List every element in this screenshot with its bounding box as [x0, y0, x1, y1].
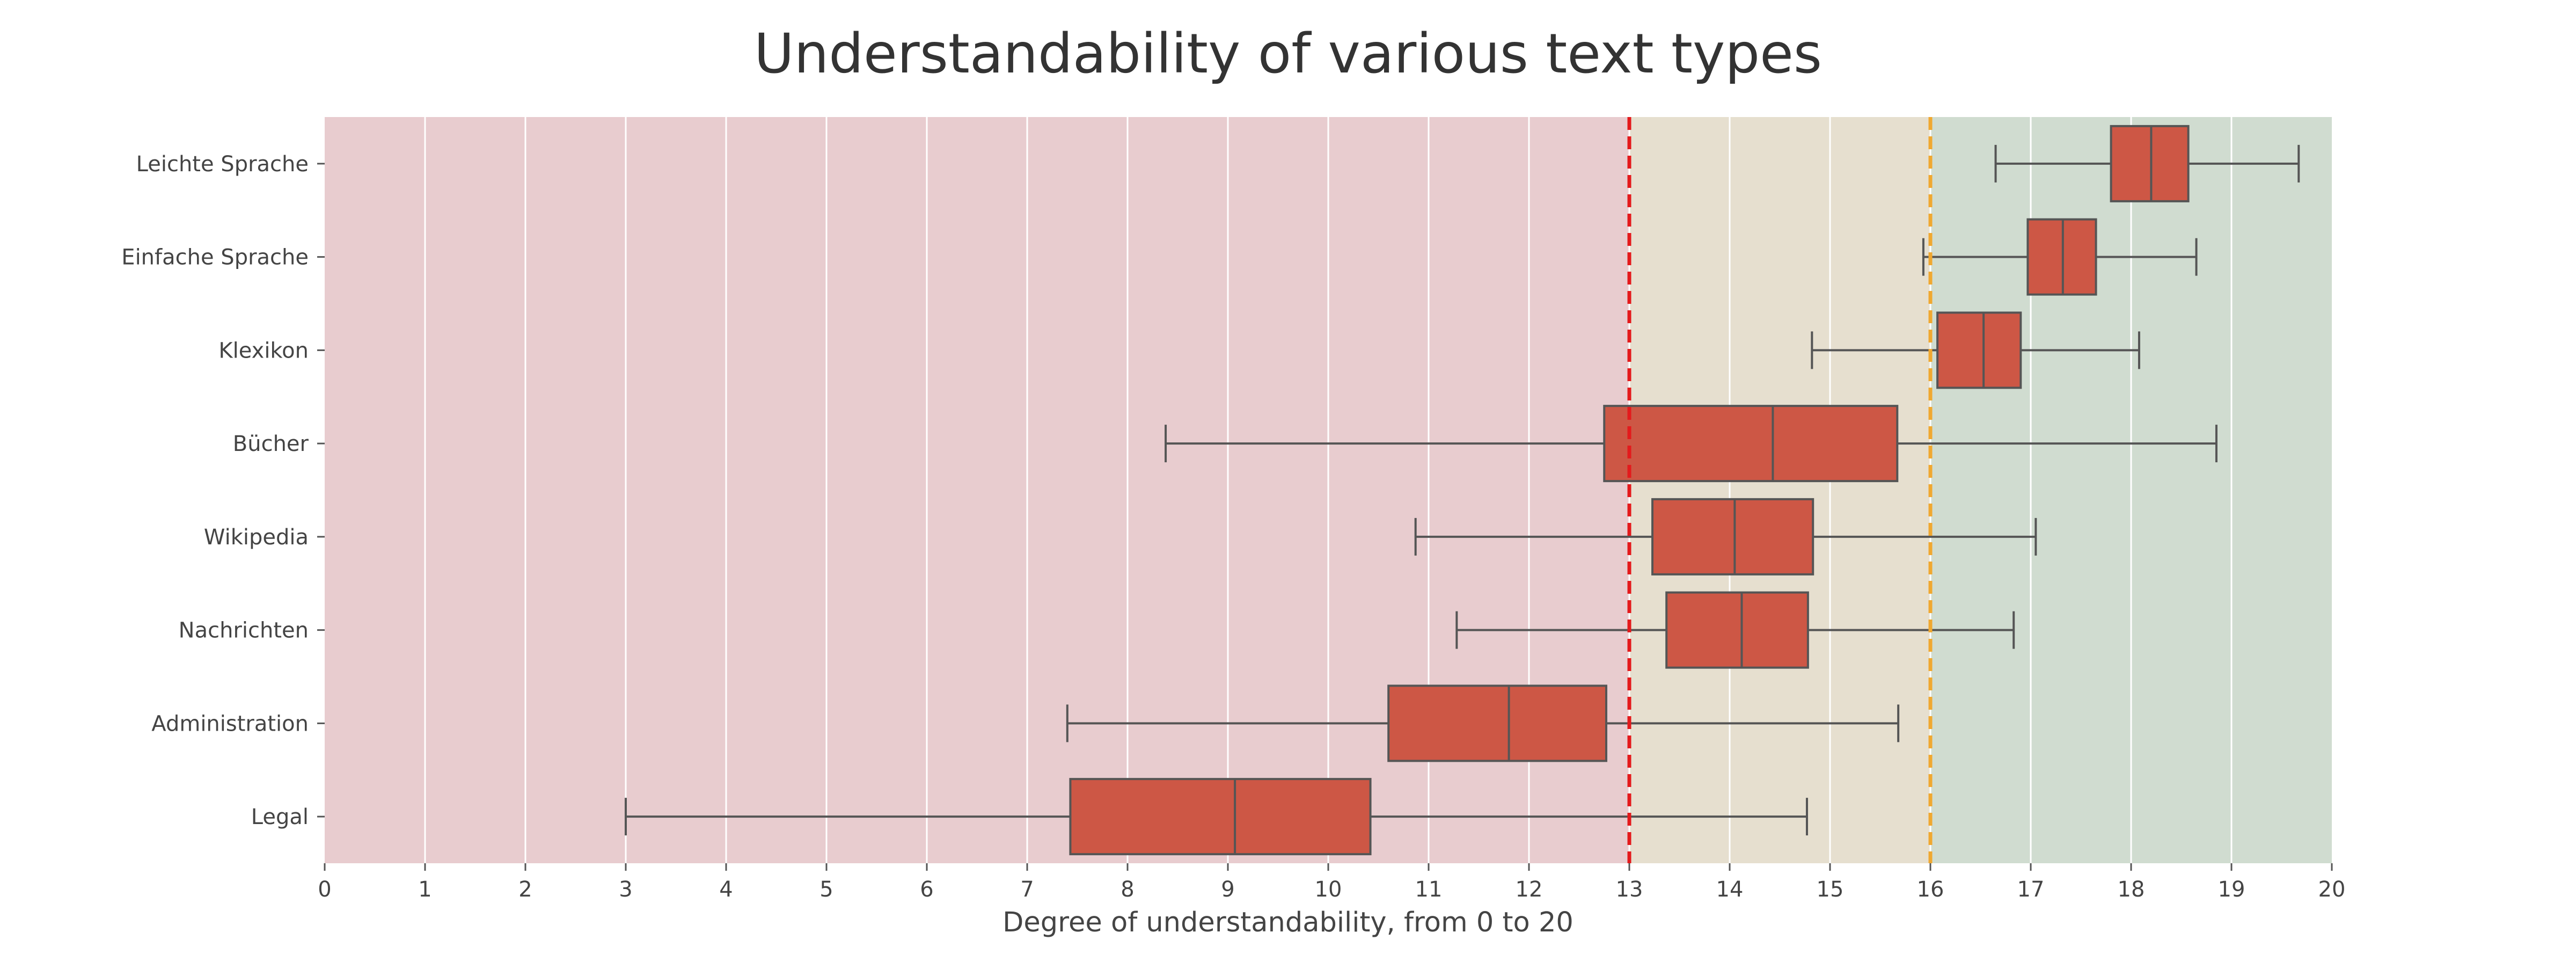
- x-tick-label-7: 7: [1020, 877, 1034, 902]
- box-6: [1387, 684, 1607, 762]
- x-tick-label-11: 11: [1415, 877, 1443, 902]
- x-tick-label-2: 2: [518, 877, 532, 902]
- x-axis-label: Degree of understandability, from 0 to 2…: [1002, 907, 1574, 938]
- y-tick-label-3: Bücher: [233, 432, 309, 456]
- y-tick-label-4: Wikipedia: [204, 525, 309, 550]
- x-tick-label-20: 20: [2318, 877, 2346, 902]
- y-tick-label-0: Leichte Sprache: [136, 152, 309, 177]
- zone-band-1: [1629, 117, 1930, 863]
- box-7: [1069, 778, 1372, 856]
- box-3: [1603, 405, 1899, 483]
- plot-area: Leichte Sprache Einfache Sprache Klexikon B…: [121, 117, 2345, 902]
- chart-title: Understandability of various text types: [754, 22, 1822, 86]
- x-tick-label-14: 14: [1716, 877, 1744, 902]
- y-tick-label-2: Klexikon: [218, 338, 309, 363]
- x-tick-label-8: 8: [1121, 877, 1134, 902]
- x-tick-label-0: 0: [318, 877, 331, 902]
- x-tick-label-10: 10: [1315, 877, 1342, 902]
- x-tick-label-6: 6: [920, 877, 933, 902]
- x-tick-label-5: 5: [819, 877, 833, 902]
- x-tick-label-12: 12: [1516, 877, 1543, 902]
- x-tick-label-19: 19: [2218, 877, 2245, 902]
- x-tick-label-17: 17: [2017, 877, 2045, 902]
- y-tick-label-5: Nachrichten: [179, 618, 309, 643]
- box-2: [1936, 311, 2022, 389]
- x-tick-label-15: 15: [1817, 877, 1844, 902]
- x-tick-label-16: 16: [1917, 877, 1944, 902]
- y-tick-label-6: Administration: [151, 711, 309, 736]
- x-tick-label-13: 13: [1616, 877, 1643, 902]
- y-tick-label-1: Einfache Sprache: [121, 245, 309, 270]
- box-4: [1651, 498, 1814, 575]
- box-0: [2110, 125, 2190, 202]
- y-tick-label-7: Legal: [251, 805, 309, 829]
- box-5: [1665, 591, 1809, 669]
- x-tick-label-9: 9: [1221, 877, 1234, 902]
- x-tick-label-18: 18: [2118, 877, 2145, 902]
- x-tick-label-1: 1: [418, 877, 431, 902]
- x-tick-label-4: 4: [719, 877, 733, 902]
- x-tick-label-3: 3: [619, 877, 632, 902]
